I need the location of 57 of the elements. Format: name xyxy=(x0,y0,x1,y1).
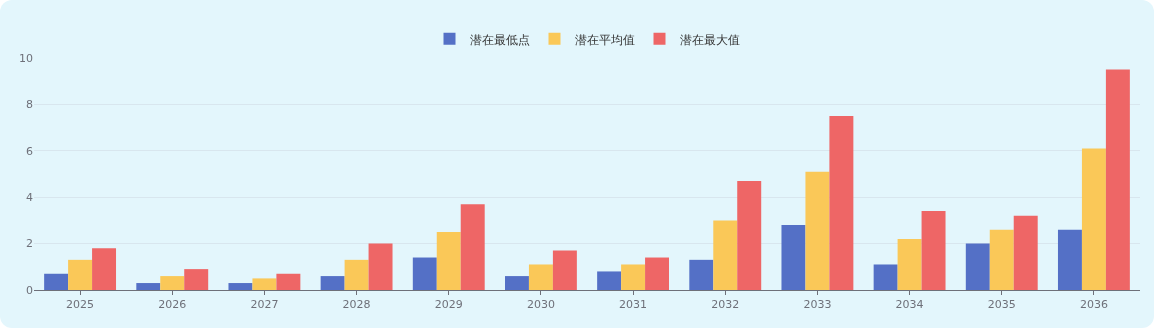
bar xyxy=(689,259,714,290)
bar xyxy=(552,250,577,290)
bar xyxy=(921,211,946,290)
bar xyxy=(184,269,209,290)
bar xyxy=(368,243,393,290)
legend-label: 潜在平均值 xyxy=(574,32,635,47)
bar xyxy=(68,259,93,290)
bar xyxy=(228,283,253,290)
bar xyxy=(781,225,806,290)
bar xyxy=(1013,215,1038,290)
bar xyxy=(160,276,185,290)
bar xyxy=(252,278,277,290)
bar xyxy=(320,276,345,290)
x-tick-label: 2034 xyxy=(895,298,924,312)
y-tick-label: 0 xyxy=(26,283,33,297)
bar xyxy=(136,283,161,290)
x-tick-label: 2030 xyxy=(526,298,555,312)
x-tick-label: 2033 xyxy=(803,298,832,312)
y-tick-label: 6 xyxy=(26,144,33,158)
bar xyxy=(873,264,898,290)
x-tick-label: 2032 xyxy=(711,298,740,312)
bar xyxy=(897,238,922,290)
legend-label: 潜在最大值 xyxy=(679,32,740,47)
bar xyxy=(597,271,622,290)
bar xyxy=(965,243,990,290)
bar xyxy=(460,204,485,290)
bar xyxy=(805,171,830,290)
bar xyxy=(1057,229,1082,290)
x-tick-label: 2028 xyxy=(342,298,371,312)
bar xyxy=(276,273,301,290)
y-tick-label: 2 xyxy=(26,237,33,251)
bar xyxy=(1105,69,1130,290)
bar xyxy=(713,220,738,290)
x-tick-label: 2035 xyxy=(987,298,1016,312)
bar xyxy=(412,257,437,290)
x-tick-label: 2026 xyxy=(158,298,187,312)
y-tick-label: 4 xyxy=(26,191,33,205)
y-tick-label: 10 xyxy=(19,51,33,65)
bar xyxy=(1081,148,1106,290)
x-tick-label: 2031 xyxy=(619,298,648,312)
x-tick-label: 2036 xyxy=(1079,298,1108,312)
bar xyxy=(92,248,117,290)
bar xyxy=(645,257,670,290)
x-tick-label: 2027 xyxy=(250,298,279,312)
bar xyxy=(528,264,553,290)
x-tick-label: 2025 xyxy=(66,298,95,312)
y-tick-label: 8 xyxy=(26,98,33,112)
bar xyxy=(436,232,461,290)
x-tick-label: 2029 xyxy=(434,298,463,312)
bar xyxy=(737,180,762,290)
bar xyxy=(829,116,854,290)
bar xyxy=(344,259,369,290)
bar xyxy=(621,264,646,290)
legend-label: 潜在最低点 xyxy=(469,32,530,47)
bar xyxy=(504,276,529,290)
bar xyxy=(989,229,1014,290)
bar xyxy=(44,273,69,290)
